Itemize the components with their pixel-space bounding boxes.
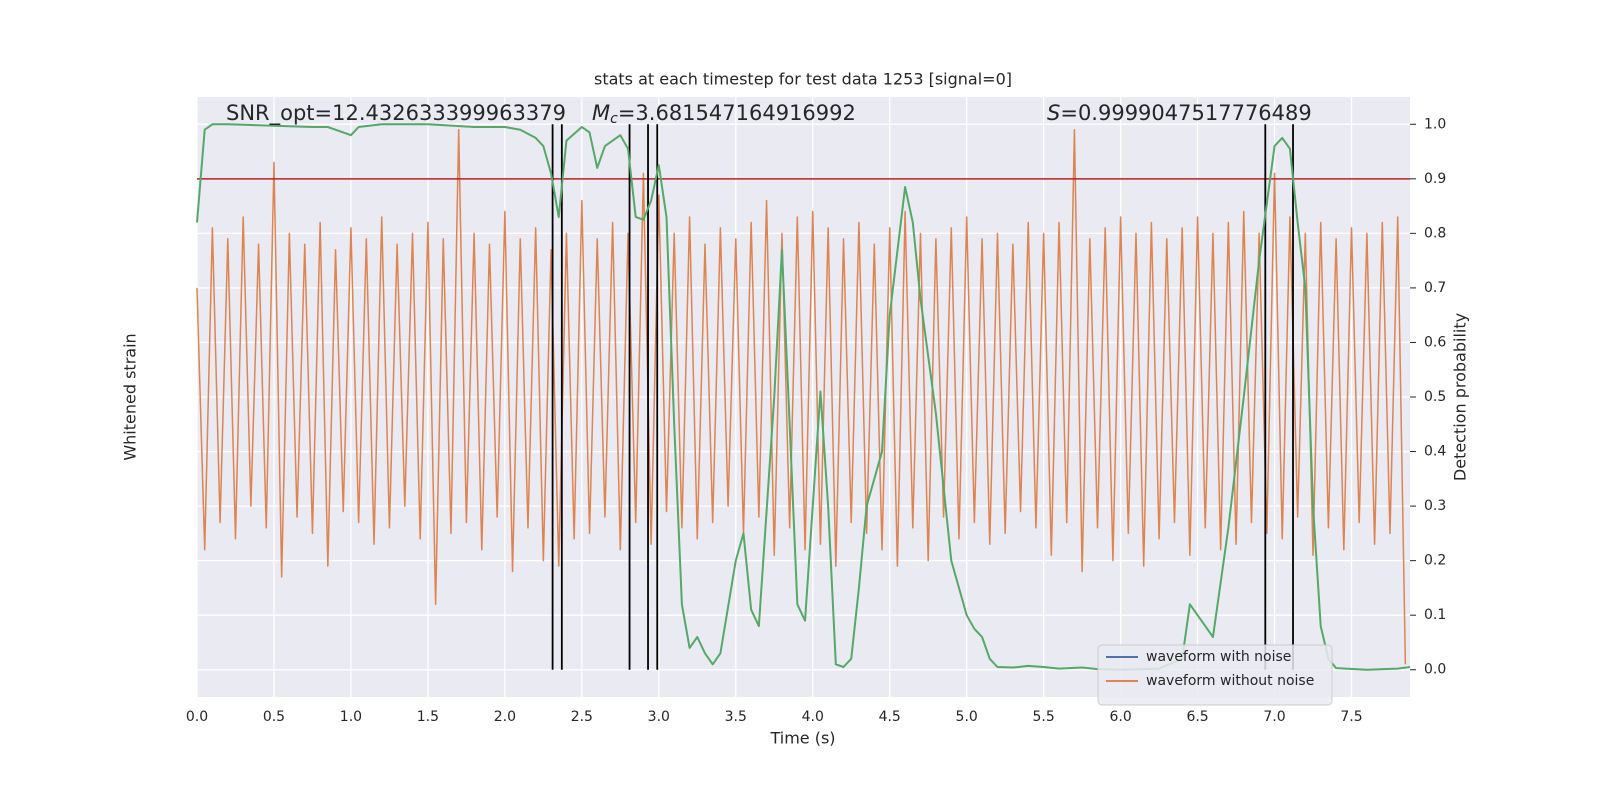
legend-box xyxy=(1097,644,1333,706)
legend-label: waveform with noise xyxy=(1146,649,1291,665)
legend-label: waveform without noise xyxy=(1146,673,1314,689)
x-tick-label: 5.5 xyxy=(1033,709,1055,725)
y2-tick-label: 0.9 xyxy=(1424,171,1446,187)
x-tick-label: 6.0 xyxy=(1109,709,1131,725)
y2-tick-label: 0.8 xyxy=(1424,225,1446,241)
x-tick-label: 7.5 xyxy=(1340,709,1362,725)
x-tick-label: 4.5 xyxy=(879,709,901,725)
x-tick-label: 2.5 xyxy=(571,709,593,725)
annotation-symbol: M xyxy=(592,101,610,125)
annotation-text: =3.681547164916992 xyxy=(618,101,856,125)
y2-tick-label: 0.2 xyxy=(1424,553,1446,569)
x-tick-label: 1.5 xyxy=(417,709,439,725)
y2-tick-label: 0.7 xyxy=(1424,280,1446,296)
y2-tick-label: 0.4 xyxy=(1424,444,1446,460)
x-tick-label: 5.0 xyxy=(956,709,978,725)
x-tick-label: 1.0 xyxy=(340,709,362,725)
x-tick-label: 4.0 xyxy=(802,709,824,725)
x-axis-label: Time (s) xyxy=(769,729,835,748)
y2-tick-label: 0.6 xyxy=(1424,334,1446,350)
annotation: SNR_opt=12.432633399963379 xyxy=(226,101,566,126)
annotation-text: =0.9999047517776489 xyxy=(1060,101,1311,125)
x-tick-label: 6.5 xyxy=(1186,709,1208,725)
y2-tick-label: 0.5 xyxy=(1424,389,1446,405)
annotation-subscript: c xyxy=(610,111,618,127)
y2-axis-label: Detection probability xyxy=(1451,313,1470,481)
annotation: S=0.9999047517776489 xyxy=(1047,101,1312,125)
y2-tick-label: 1.0 xyxy=(1424,116,1446,132)
y2-tick-label: 0.0 xyxy=(1424,662,1446,678)
x-tick-label: 7.0 xyxy=(1263,709,1285,725)
annotation-symbol: S xyxy=(1047,101,1060,125)
chart-title: stats at each timestep for test data 125… xyxy=(594,70,1012,89)
marks xyxy=(196,123,1411,671)
y2-tick-label: 0.1 xyxy=(1424,607,1446,623)
annotation: Mc=3.681547164916992 xyxy=(592,101,856,127)
x-tick-label: 2.0 xyxy=(494,709,516,725)
y2-tick-label: 0.3 xyxy=(1424,498,1446,514)
y-axis-label: Whitened strain xyxy=(121,333,140,460)
x-tick-label: 0.5 xyxy=(263,709,285,725)
probability-line xyxy=(196,123,1411,671)
x-tick-label: 3.5 xyxy=(725,709,747,725)
x-tick-label: 0.0 xyxy=(186,709,208,725)
waveform-line xyxy=(196,128,1407,665)
x-tick-label: 3.0 xyxy=(648,709,670,725)
legend: waveform with noise waveform without nois… xyxy=(1097,644,1333,706)
